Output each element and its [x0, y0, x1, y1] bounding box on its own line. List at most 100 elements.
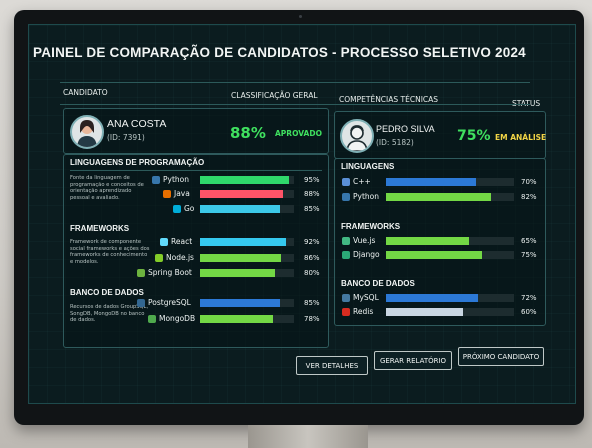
section-description: Recursos de dados GroupSQL, SongDB, Mong… — [70, 304, 149, 324]
skill-bar-fill — [200, 315, 274, 323]
header-skills: COMPETÊNCIAS TÉCNICAS — [339, 95, 439, 104]
title-divider — [60, 82, 530, 83]
skill-percent: 86% — [304, 254, 320, 262]
skill-bar-track — [386, 178, 514, 186]
skill-bar-track — [200, 190, 294, 198]
skill-name: Vue.js — [353, 236, 376, 245]
skill-percent: 88% — [304, 190, 320, 198]
skill-bar-track — [200, 205, 294, 213]
section-divider — [70, 170, 322, 171]
mongodb-icon — [148, 314, 156, 323]
skill-percent: 75% — [521, 251, 537, 259]
skill-label: Python — [342, 192, 379, 201]
skill-name: MongoDB — [159, 314, 196, 323]
skill-label: Spring Boot — [137, 268, 192, 277]
skill-label: React — [160, 237, 192, 246]
java-icon — [163, 189, 171, 198]
camera-dot — [299, 15, 302, 18]
skill-bar-fill — [200, 190, 283, 198]
header-divider — [60, 104, 530, 105]
status-badge: APROVADO — [275, 129, 322, 138]
header-candidate: CANDIDATO — [63, 88, 108, 97]
vue-icon — [342, 236, 350, 245]
skill-label: MongoDB — [148, 314, 195, 323]
skill-percent: 65% — [521, 237, 537, 245]
skill-percent: 82% — [521, 193, 537, 201]
skill-bar-fill — [200, 254, 281, 262]
skill-label: Java — [163, 189, 190, 198]
skill-bar-track — [386, 294, 514, 302]
skill-percent: 60% — [521, 308, 537, 316]
skill-name: C++ — [353, 177, 371, 186]
skill-name: Spring Boot — [148, 268, 192, 277]
cpp-icon — [342, 177, 350, 186]
section-title-frameworks: FRAMEWORKS — [341, 222, 401, 231]
next-candidate-button[interactable]: PRÓXIMO CANDIDATO — [458, 347, 544, 366]
skill-bar-fill — [386, 237, 470, 245]
skill-bar-track — [200, 254, 294, 262]
skill-percent: 70% — [521, 178, 537, 186]
skill-percent: 85% — [304, 205, 320, 213]
skill-label: Node.js — [155, 253, 194, 262]
skill-bar-fill — [386, 308, 463, 316]
python-icon — [152, 175, 160, 184]
skill-bar-track — [386, 308, 514, 316]
skill-bar-track — [386, 237, 514, 245]
generate-report-button[interactable]: GERAR RELATÓRIO — [374, 351, 452, 370]
react-icon — [160, 237, 168, 246]
monitor-stand — [248, 425, 368, 448]
skill-bar-track — [200, 176, 294, 184]
skill-label: Python — [152, 175, 189, 184]
skill-bar-fill — [200, 205, 280, 213]
go-icon — [173, 204, 181, 213]
skill-bar-track — [386, 193, 514, 201]
header-overall: CLASSIFICAÇÃO GERAL — [231, 91, 318, 100]
skill-bar-fill — [386, 294, 479, 302]
candidate-1-header-card[interactable]: ANA COSTA (ID: 7391) 88% APROVADO — [63, 108, 329, 154]
postgresql-icon — [137, 298, 145, 307]
section-title-languages: LINGUAGENS DE PROGRAMAÇÃO — [70, 158, 205, 167]
section-description: Fonte da linguagem de programação e conc… — [70, 175, 144, 201]
skill-name: Redis — [353, 307, 374, 316]
skill-name: Django — [353, 250, 380, 259]
skill-name: PostgreSQL — [148, 298, 191, 307]
skill-bar-fill — [200, 269, 276, 277]
django-icon — [342, 250, 350, 259]
skill-name: Python — [163, 175, 189, 184]
skill-label: Redis — [342, 307, 373, 316]
python-icon — [342, 192, 350, 201]
skill-label: Django — [342, 250, 380, 259]
candidate-2-header-card[interactable]: PEDRO SILVA (ID: 5182) 75% EM ANÁLISE — [334, 111, 546, 159]
mysql-icon — [342, 293, 350, 302]
skill-label: Go — [173, 204, 194, 213]
header-status: STATUS — [512, 99, 540, 108]
skill-percent: 78% — [304, 315, 320, 323]
nodejs-icon — [155, 253, 163, 262]
overall-score: 88% — [230, 124, 266, 142]
section-title-languages: LINGUAGENS — [341, 162, 395, 171]
skill-bar-fill — [386, 251, 482, 259]
skill-bar-fill — [200, 176, 290, 184]
skill-name: Java — [174, 189, 190, 198]
skill-name: MySQL — [353, 293, 379, 302]
view-details-button[interactable]: VER DETALHES — [296, 356, 368, 375]
skill-bar-fill — [200, 299, 280, 307]
skill-bar-track — [200, 299, 294, 307]
avatar — [70, 115, 104, 149]
candidate-id: (ID: 7391) — [107, 133, 145, 142]
skill-label: C++ — [342, 177, 371, 186]
skill-label: MySQL — [342, 293, 379, 302]
status-badge: EM ANÁLISE — [495, 133, 547, 142]
skill-percent: 92% — [304, 238, 320, 246]
skill-name: Python — [353, 192, 379, 201]
skill-bar-track — [200, 315, 294, 323]
candidate-name: PEDRO SILVA — [376, 124, 435, 134]
candidate-name: ANA COSTA — [107, 118, 167, 130]
skill-percent: 85% — [304, 299, 320, 307]
section-title-databases: BANCO DE DADOS — [341, 279, 415, 288]
skill-bar-track — [200, 238, 294, 246]
skill-percent: 72% — [521, 294, 537, 302]
skill-name: React — [171, 237, 193, 246]
skill-label: Vue.js — [342, 236, 375, 245]
skill-bar-fill — [386, 193, 491, 201]
